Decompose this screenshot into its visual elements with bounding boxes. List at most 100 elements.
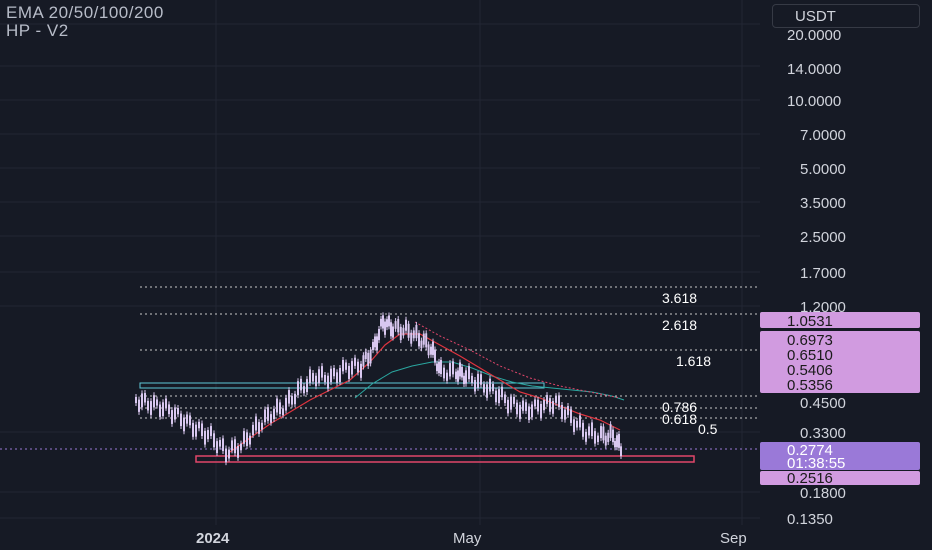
candle-body bbox=[312, 373, 314, 382]
ema-dotted-line bbox=[414, 321, 621, 399]
price-tick: 0.3300 bbox=[800, 425, 846, 442]
price-tick: 0.1350 bbox=[787, 511, 833, 528]
candle-body bbox=[477, 373, 479, 388]
price-tick: 5.0000 bbox=[800, 161, 846, 178]
candle-body bbox=[452, 361, 454, 375]
candle-body bbox=[219, 440, 221, 447]
candle-body bbox=[156, 399, 158, 406]
candle-body bbox=[594, 431, 596, 444]
candle-body bbox=[576, 420, 578, 428]
candle-body bbox=[258, 422, 260, 434]
candle-body bbox=[225, 448, 227, 463]
candle-body bbox=[237, 446, 239, 458]
price-badge-label: 0.2516 bbox=[787, 470, 833, 487]
candle-body bbox=[273, 408, 275, 419]
candle-body bbox=[270, 414, 272, 423]
candle-body bbox=[519, 404, 521, 419]
candle-body bbox=[449, 363, 451, 377]
candle-body bbox=[315, 375, 317, 387]
candle-body bbox=[171, 410, 173, 424]
candle-body bbox=[582, 422, 584, 437]
fib-level-label: 3.618 bbox=[662, 290, 697, 306]
candle-body bbox=[216, 441, 218, 454]
candle-body bbox=[585, 431, 587, 442]
candle-body bbox=[600, 426, 602, 439]
candle-body bbox=[609, 424, 612, 438]
candle-body bbox=[567, 406, 569, 415]
candle-body bbox=[378, 328, 380, 341]
price-badge-label: 0.5406 bbox=[787, 362, 833, 379]
candle-body bbox=[144, 393, 146, 403]
candle-body bbox=[528, 406, 530, 421]
candle-body bbox=[402, 327, 405, 336]
candle-body bbox=[279, 402, 281, 415]
candle-body bbox=[516, 402, 518, 415]
price-badge bbox=[760, 471, 920, 485]
price-axis: 20.0000 14.0000 10.0000 7.0000 5.0000 3.… bbox=[787, 27, 846, 528]
price-badge-label: 0.6973 bbox=[787, 332, 833, 349]
candle-body bbox=[465, 370, 467, 384]
candle-body bbox=[455, 371, 457, 379]
candle-body bbox=[192, 422, 194, 437]
candle-body bbox=[602, 426, 605, 441]
candle-body bbox=[471, 375, 473, 384]
fib-level-label: 0.786 bbox=[662, 399, 697, 415]
candle-body bbox=[549, 398, 551, 412]
candle-body bbox=[384, 321, 386, 335]
candle-body bbox=[345, 362, 347, 370]
price-tick: 1.2000 bbox=[800, 299, 846, 316]
candle-body bbox=[376, 336, 378, 351]
candle-body bbox=[415, 324, 418, 339]
candle-body bbox=[351, 361, 353, 375]
candle-body bbox=[243, 431, 245, 444]
candle-body bbox=[282, 408, 284, 416]
candle-body bbox=[604, 435, 607, 446]
candle-body bbox=[288, 390, 290, 404]
candle-body bbox=[394, 321, 397, 329]
candle-body bbox=[620, 446, 622, 457]
candle-body bbox=[321, 366, 323, 378]
indicator-legend[interactable]: EMA 20/50/100/200 HP - V2 bbox=[6, 4, 164, 40]
time-tick: Sep bbox=[720, 530, 747, 547]
candle-body bbox=[264, 409, 266, 423]
candle-body bbox=[162, 402, 164, 417]
fib-level-label: 1.618 bbox=[676, 353, 711, 369]
time-tick: 2024 bbox=[196, 530, 230, 547]
candle-body bbox=[537, 399, 539, 412]
candle-body bbox=[561, 404, 563, 419]
candle-body bbox=[390, 322, 392, 337]
candle-body bbox=[618, 433, 620, 448]
candle-body bbox=[135, 397, 137, 403]
candle-body bbox=[234, 439, 236, 454]
candle-body bbox=[147, 400, 149, 411]
candle-body bbox=[213, 433, 215, 448]
fib-level-label: 2.618 bbox=[662, 317, 697, 333]
candle-body bbox=[405, 319, 407, 331]
candle-body bbox=[141, 393, 143, 408]
candle-body bbox=[180, 413, 182, 427]
candle-body bbox=[354, 357, 356, 366]
candle-body bbox=[303, 386, 305, 394]
candle-body bbox=[138, 399, 140, 412]
candle-body bbox=[291, 396, 293, 405]
candles bbox=[135, 312, 622, 466]
candle-body bbox=[372, 342, 374, 351]
candle-body bbox=[480, 374, 482, 385]
candle-body bbox=[339, 367, 341, 382]
candle-body bbox=[616, 435, 618, 448]
countdown-label: 01:38:55 bbox=[787, 455, 845, 472]
candle-body bbox=[440, 360, 442, 375]
candle-body bbox=[367, 352, 370, 366]
candle-body bbox=[510, 396, 512, 410]
price-tick: 10.0000 bbox=[787, 93, 841, 110]
candle-body bbox=[564, 409, 566, 420]
price-tick: 0.4500 bbox=[800, 395, 846, 412]
candle-body bbox=[267, 407, 269, 421]
candle-body bbox=[522, 400, 524, 411]
candle-body bbox=[410, 332, 413, 344]
candle-body bbox=[342, 359, 344, 372]
candle-body bbox=[392, 326, 394, 338]
currency-button[interactable]: USDT bbox=[772, 4, 920, 28]
candle-body bbox=[399, 326, 402, 341]
